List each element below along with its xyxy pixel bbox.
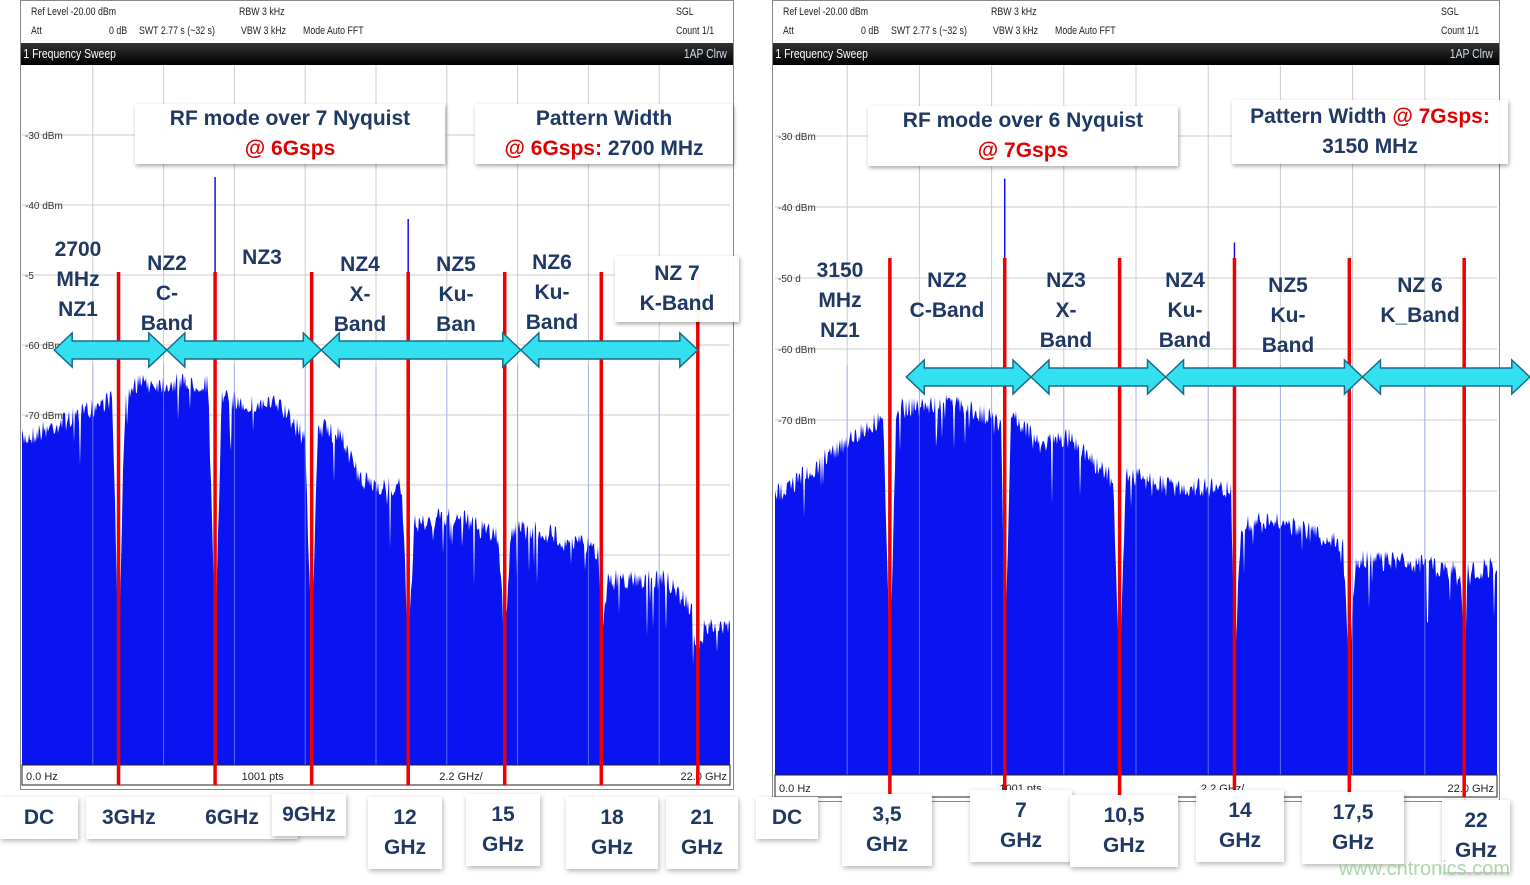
freq-label: 3GHz (86, 797, 298, 839)
band-double-arrow (905, 358, 1033, 396)
freq-label: 14 GHz (1196, 790, 1284, 862)
y-tick-label: -30 dBm (25, 131, 63, 142)
title-right: RF mode over 6 Nyquist @ 7Gsps (868, 106, 1178, 166)
rbw: RBW 3 kHz (239, 6, 285, 18)
att-label: Att (31, 25, 42, 37)
vbw: VBW 3 kHz (993, 25, 1038, 37)
nz-label: NZ 7 K-Band (615, 256, 739, 322)
trace-label: 1AP Clrw (683, 46, 727, 61)
pattern-text: Pattern Width (535, 107, 673, 130)
freq-label: 9GHz (272, 794, 346, 836)
nz-label: NZ4 Ku- Band (1158, 269, 1212, 352)
nz-label: NZ 6 K_Band (1380, 274, 1460, 327)
freq-label: 3,5 GHz (842, 794, 932, 866)
title-rate: @ 7Gsps (977, 139, 1069, 162)
x-axis-label: 1001 pts (242, 771, 285, 783)
title-left: RF mode over 7 Nyquist @ 6Gsps (135, 104, 445, 164)
x-axis-label: 22.0 GHz (681, 771, 727, 783)
pattern-rate: @ 7Gsps: (1392, 105, 1490, 128)
pattern-right: Pattern Width @ 7Gsps: 3150 MHz (1232, 100, 1508, 164)
y-tick-label: -40 dBm (778, 203, 816, 214)
freq-label: 17,5 GHz (1302, 792, 1404, 864)
nz-label: NZ6 Ku- Band (525, 251, 579, 334)
trace-label: 1AP Clrw (1449, 46, 1493, 61)
y-tick-label: -30 dBm (778, 132, 816, 143)
count: Count 1/1 (676, 25, 715, 37)
freq-label: 15 GHz (466, 794, 540, 866)
nz-label: NZ2 C- Band (140, 252, 194, 335)
freq-label: 6GHz (205, 806, 259, 829)
x-axis-label: 2.2 GHz/ (439, 771, 483, 783)
x-axis-footer (21, 764, 731, 786)
title-rate: @ 6Gsps (244, 137, 336, 160)
y-tick-label: -60 dBm (25, 341, 63, 352)
att-label: Att (783, 25, 794, 37)
y-tick-label: -70 dBm (778, 416, 816, 427)
freq-label: 21 GHz (666, 797, 738, 869)
mode: Mode Auto FFT (303, 25, 364, 37)
freq-label: 7 GHz (970, 790, 1072, 862)
count: Count 1/1 (1441, 25, 1480, 37)
att-value: 0 dB (109, 25, 128, 37)
sweep-title: 1 Frequency Sweep (23, 46, 116, 61)
nz-label: NZ5 Ku- Ban (436, 253, 476, 336)
x-axis-label: 0.0 Hz (26, 771, 58, 783)
freq-label: 18 GHz (566, 797, 658, 869)
watermark: www.cntronics.com (1338, 858, 1510, 880)
nz-label: NZ3 X- Band (1039, 269, 1093, 352)
pattern-value: 3150 MHz (1322, 135, 1418, 158)
vbw: VBW 3 kHz (241, 25, 286, 37)
band-double-arrow (1361, 358, 1530, 396)
ref-level: Ref Level -20.00 dBm (31, 6, 117, 18)
nz-label: NZ4 X- Band (333, 253, 387, 336)
sweep-bar: 1 Frequency Sweep 1AP Clrw (773, 43, 1499, 65)
y-tick-label: -70 dBm (25, 411, 63, 422)
nz-label: NZ5 Ku- Band (1261, 274, 1315, 357)
y-tick-label: -40 dBm (25, 201, 63, 212)
freq-label: 10,5 GHz (1070, 795, 1178, 867)
sgl: SGL (1441, 6, 1459, 18)
pattern-text: Pattern Width (1250, 105, 1387, 128)
nz-label: NZ2 C-Band (909, 269, 985, 322)
swt: SWT 2.77 s (~32 s) (891, 25, 967, 37)
freq-label: 22 GHz (1442, 800, 1510, 872)
rbw: RBW 3 kHz (991, 6, 1037, 18)
sweep-title: 1 Frequency Sweep (775, 46, 868, 61)
nz-label: 3150 MHz NZ1 (816, 259, 864, 342)
freq-label: DC (0, 797, 78, 839)
nz-label: NZ3 (242, 246, 282, 269)
swt: SWT 2.77 s (~32 s) (139, 25, 215, 37)
x-axis-label: 0.0 Hz (779, 783, 811, 795)
band-double-arrow (519, 331, 699, 369)
pattern-rate: @ 6Gsps: (504, 137, 602, 160)
att-value: 0 dB (861, 25, 880, 37)
freq-label: DC (756, 797, 818, 839)
band-double-arrow (1164, 358, 1364, 396)
pattern-left: Pattern Width @ 6Gsps: 2700 MHz (475, 104, 733, 164)
title-text: RF mode over 7 Nyquist (169, 107, 411, 130)
x-axis-label: 22.0 GHz (1448, 783, 1494, 795)
sweep-bar: 1 Frequency Sweep 1AP Clrw (21, 43, 733, 65)
y-tick-label: -50 d (778, 274, 801, 285)
ref-level: Ref Level -20.00 dBm (783, 6, 869, 18)
nz-label: 2700 MHz NZ1 (54, 238, 102, 321)
band-double-arrow (1029, 358, 1167, 396)
freq-label: 12 GHz (368, 797, 442, 869)
sgl: SGL (676, 6, 694, 18)
title-text: RF mode over 6 Nyquist (902, 109, 1144, 132)
mode: Mode Auto FFT (1055, 25, 1116, 37)
pattern-value: 2700 MHz (607, 137, 704, 160)
y-tick-label: -5 (25, 271, 34, 282)
y-tick-label: -60 dBm (778, 345, 816, 356)
